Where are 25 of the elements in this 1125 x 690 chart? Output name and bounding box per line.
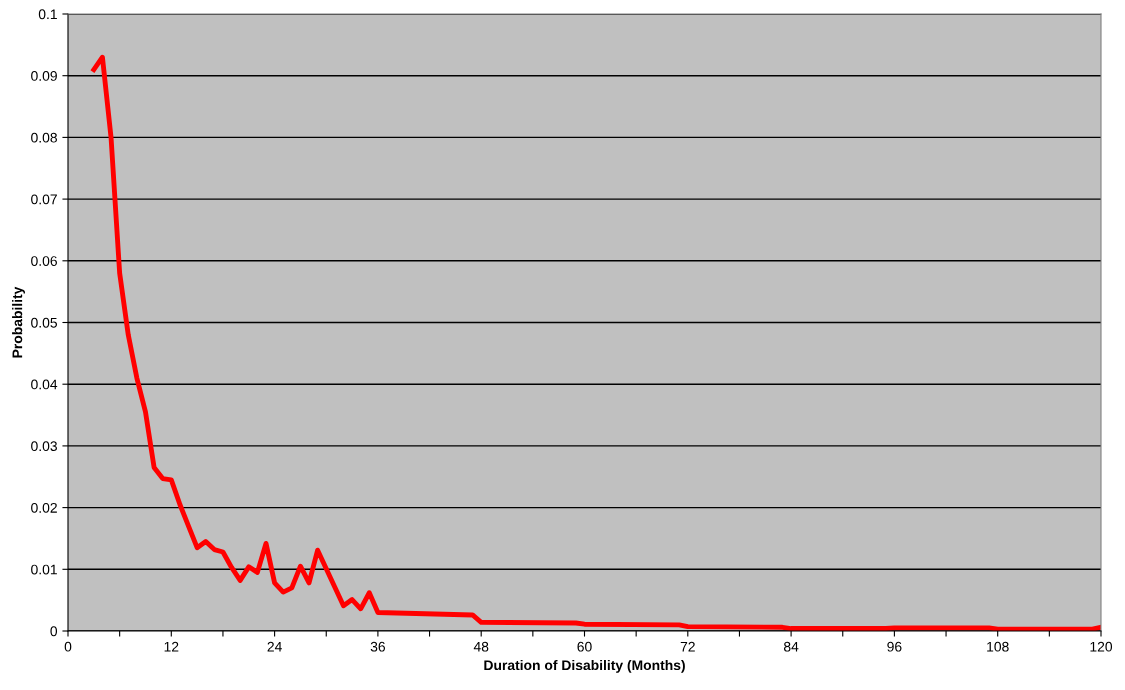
y-tick-label: 0 [50, 626, 58, 637]
x-axis-title: Duration of Disability (Months) [484, 659, 685, 673]
y-tick-label: 0.08 [31, 132, 57, 143]
x-tick-label: 60 [577, 641, 592, 652]
x-tick-label: 96 [887, 641, 902, 652]
y-tick-label: 0.1 [38, 9, 57, 20]
x-tick-label: 12 [164, 641, 179, 652]
y-tick-label: 0.04 [31, 379, 58, 390]
x-tick-label: 36 [370, 641, 386, 652]
y-tick-label: 0.06 [31, 256, 57, 266]
x-tick-label: 48 [473, 641, 489, 652]
y-tick-label: 0.07 [31, 194, 57, 205]
x-tick-label: 120 [1090, 641, 1113, 652]
x-tick-label: 72 [680, 641, 695, 652]
y-tick-label: 0.09 [31, 71, 57, 81]
x-tick-label: 24 [267, 641, 282, 652]
line-series [91, 54, 1101, 631]
x-tick-label: 108 [987, 641, 1009, 652]
y-tick-label: 0.01 [31, 564, 57, 575]
y-tick-label: 0.03 [31, 441, 57, 452]
x-tick-label: 84 [783, 641, 799, 652]
y-tick-label: 0.05 [31, 317, 57, 328]
y-axis-title: Probability [12, 286, 25, 358]
x-tick-label: 0 [64, 641, 72, 652]
y-tick-label: 0.02 [31, 502, 57, 513]
